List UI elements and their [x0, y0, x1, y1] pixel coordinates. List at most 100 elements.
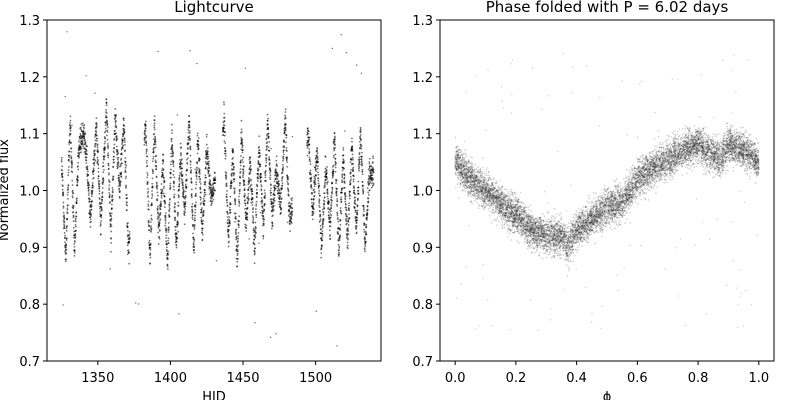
- data-point: [315, 168, 317, 170]
- data-point: [273, 205, 275, 207]
- data-point: [83, 136, 85, 138]
- data-point: [270, 198, 272, 200]
- data-point: [369, 182, 371, 184]
- data-point: [94, 154, 96, 156]
- data-point: [168, 242, 170, 244]
- data-point: [322, 220, 324, 222]
- data-point: [61, 161, 63, 163]
- data-point: [89, 198, 91, 200]
- data-point: [209, 174, 211, 176]
- data-point: [285, 127, 287, 129]
- data-point: [122, 135, 124, 137]
- data-point: [87, 174, 89, 176]
- data-point: [188, 115, 190, 117]
- data-point: [68, 155, 70, 157]
- data-point: [311, 188, 313, 190]
- data-point: [318, 180, 320, 182]
- data-point: [158, 236, 160, 238]
- data-point: [207, 147, 209, 149]
- data-point: [316, 148, 318, 150]
- data-point: [161, 169, 163, 171]
- data-point: [246, 224, 248, 226]
- data-point: [242, 169, 244, 171]
- data-point: [189, 121, 191, 123]
- data-point: [344, 187, 346, 189]
- data-point: [228, 236, 230, 238]
- data-point: [253, 239, 255, 241]
- data-point: [152, 171, 154, 173]
- data-point: [208, 170, 210, 172]
- data-point: [315, 175, 317, 177]
- data-point: [373, 169, 375, 171]
- data-point: [239, 182, 241, 184]
- data-point: [270, 188, 272, 190]
- data-point: [326, 188, 328, 190]
- data-point: [114, 130, 116, 132]
- data-point: [202, 234, 204, 236]
- data-point: [345, 195, 347, 197]
- data-point: [281, 180, 283, 182]
- data-point: [237, 240, 239, 242]
- data-point: [62, 185, 64, 187]
- data-point: [230, 212, 232, 214]
- data-point: [92, 173, 94, 175]
- data-point: [214, 182, 216, 184]
- data-point: [367, 180, 369, 182]
- data-point: [320, 252, 322, 254]
- data-point: [363, 205, 365, 207]
- data-point: [176, 226, 178, 228]
- data-point: [369, 180, 371, 182]
- data-point: [330, 215, 332, 217]
- data-point: [128, 241, 130, 243]
- data-point: [128, 251, 130, 253]
- data-point: [176, 233, 178, 235]
- data-point: [145, 125, 147, 127]
- data-point: [70, 126, 72, 128]
- data-point: [280, 202, 282, 204]
- data-point: [314, 179, 316, 181]
- data-point: [352, 153, 354, 155]
- data-point: [104, 141, 106, 143]
- data-point: [288, 202, 290, 204]
- data-point: [270, 170, 272, 172]
- data-point: [282, 176, 284, 178]
- data-point: [129, 231, 131, 233]
- data-point: [309, 144, 311, 146]
- data-point: [240, 160, 242, 162]
- data-point: [341, 213, 343, 215]
- data-point: [68, 156, 70, 158]
- data-point: [158, 227, 160, 229]
- data-point: [340, 201, 342, 203]
- data-point: [229, 207, 231, 209]
- data-point: [270, 192, 272, 194]
- outlier-point: [341, 34, 342, 35]
- data-point: [282, 164, 284, 166]
- data-point: [264, 192, 266, 194]
- data-point: [195, 193, 197, 195]
- data-point: [280, 192, 282, 194]
- data-point: [155, 168, 157, 170]
- data-point: [171, 138, 173, 140]
- data-point: [231, 165, 233, 167]
- data-point: [83, 127, 85, 129]
- data-point: [97, 146, 99, 148]
- data-point: [252, 197, 254, 199]
- data-point: [357, 210, 359, 212]
- data-point: [238, 201, 240, 203]
- data-point: [126, 194, 128, 196]
- data-point: [312, 214, 314, 216]
- data-point: [185, 174, 187, 176]
- data-point: [269, 168, 271, 170]
- data-point: [96, 117, 98, 119]
- data-point: [173, 165, 175, 167]
- data-point: [97, 163, 99, 165]
- data-point: [210, 186, 212, 188]
- data-point: [636, 198, 638, 200]
- data-point: [265, 170, 267, 172]
- data-point: [245, 227, 247, 229]
- data-point: [147, 191, 149, 193]
- data-point: [336, 191, 338, 193]
- data-point: [93, 170, 95, 172]
- data-point: [124, 149, 126, 151]
